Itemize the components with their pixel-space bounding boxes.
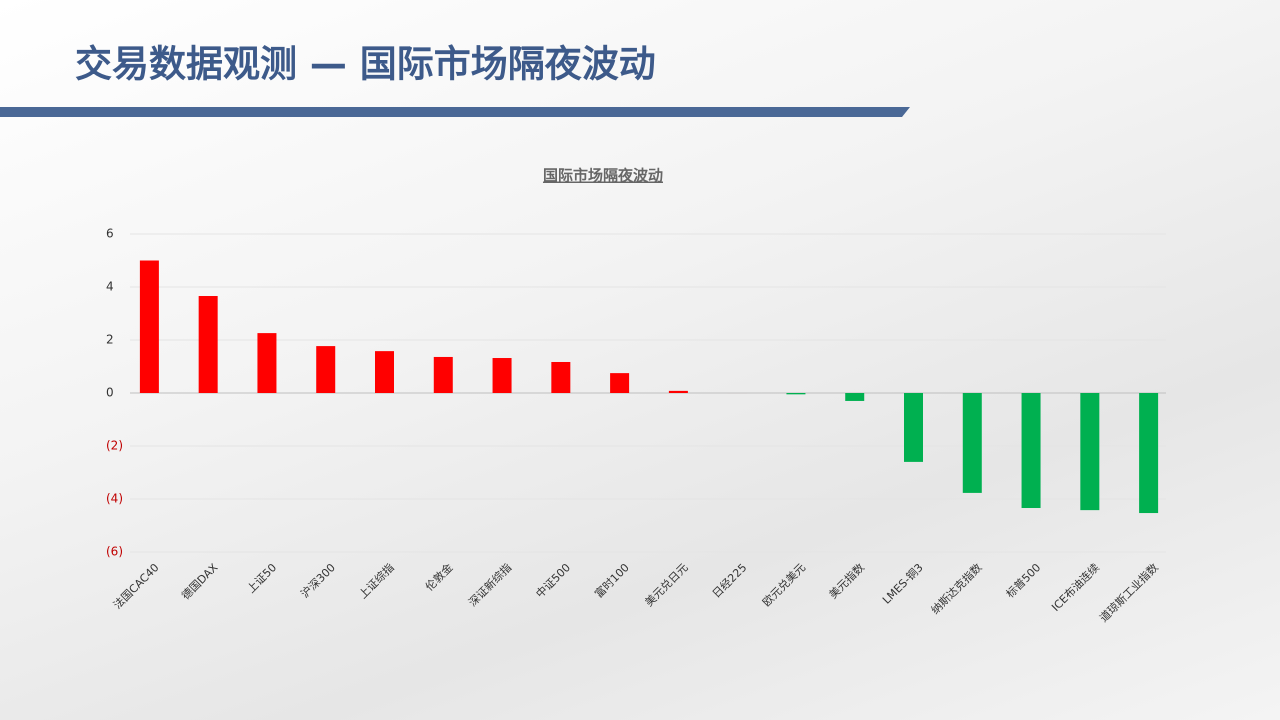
bar xyxy=(610,373,630,393)
bar xyxy=(1080,393,1100,511)
x-tick-label: 日经225 xyxy=(710,561,750,601)
bar xyxy=(198,296,218,393)
x-tick-label: 中证500 xyxy=(533,561,573,601)
bar xyxy=(433,356,453,393)
y-tick-label: (2) xyxy=(106,439,123,453)
x-tick-label: 法国CAC40 xyxy=(110,560,161,611)
x-tick-label: 欧元兑美元 xyxy=(759,560,808,609)
x-tick-label: 德国DAX xyxy=(178,560,220,602)
y-tick-label: 0 xyxy=(106,386,114,400)
x-tick-label: 标普500 xyxy=(1003,560,1043,600)
bar xyxy=(962,393,982,493)
bar xyxy=(551,361,571,393)
bar xyxy=(904,393,923,462)
bar xyxy=(375,351,394,393)
x-tick-label: 纳斯达克指数 xyxy=(928,560,985,617)
y-tick-label: (4) xyxy=(106,492,123,506)
x-tick-label: 富时100 xyxy=(592,560,632,600)
x-tick-label: 深证新综指 xyxy=(466,560,515,609)
bar xyxy=(492,358,512,393)
x-tick-label: 美元兑日元 xyxy=(642,560,691,609)
title-bar xyxy=(0,107,910,117)
bar xyxy=(316,346,336,393)
bar xyxy=(845,393,865,401)
y-tick-label: (6) xyxy=(106,545,123,559)
y-tick-label: 2 xyxy=(106,333,114,347)
x-tick-label: 道琼斯工业指数 xyxy=(1097,560,1161,624)
bar xyxy=(1021,393,1041,509)
x-tick-label: 伦敦金 xyxy=(422,560,455,593)
x-tick-label: 上证综指 xyxy=(356,560,397,601)
x-tick-label: 上证50 xyxy=(245,561,280,596)
bar xyxy=(668,390,688,393)
chart-title: 国际市场隔夜波动 xyxy=(543,167,663,185)
bar xyxy=(139,260,159,393)
bar xyxy=(1139,393,1159,514)
bar xyxy=(257,333,277,393)
x-tick-label: ICE布油连续 xyxy=(1048,560,1102,614)
y-tick-label: 6 xyxy=(106,227,114,241)
x-tick-label: 美元指数 xyxy=(826,560,867,601)
y-tick-label: 4 xyxy=(106,280,114,294)
x-tick-label: 沪深300 xyxy=(298,560,338,600)
bar xyxy=(786,393,806,395)
slide-title: 交易数据观测 — 国际市场隔夜波动 xyxy=(75,43,656,86)
x-tick-label: LMES-铜3 xyxy=(879,560,925,606)
